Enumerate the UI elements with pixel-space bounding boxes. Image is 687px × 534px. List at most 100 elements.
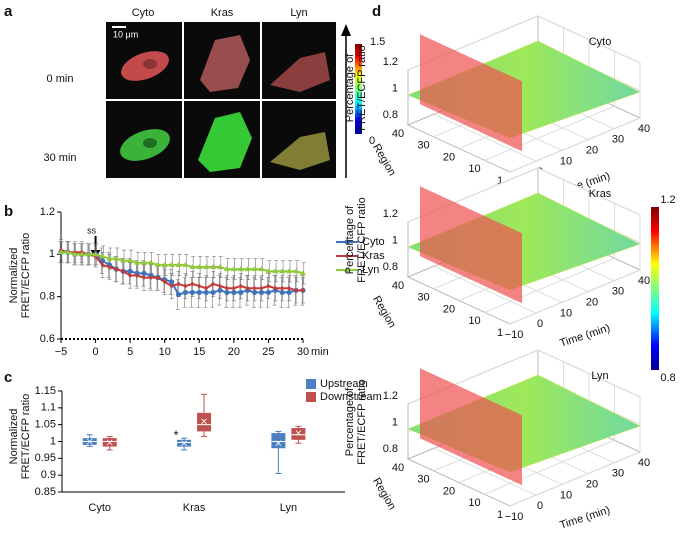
y-tick-label: 1 — [49, 248, 55, 260]
marker — [300, 270, 306, 276]
colorbar — [651, 207, 659, 370]
marker — [106, 255, 113, 261]
region-axis-label: Region — [370, 476, 398, 512]
time-tick-label: 30 — [612, 468, 624, 480]
panel-label: c — [4, 369, 12, 386]
marker — [272, 268, 279, 274]
y-tick-label: 1.2 — [40, 206, 55, 218]
marker — [99, 253, 106, 259]
marker — [85, 251, 92, 257]
y-tick-label: 1.05 — [35, 419, 56, 431]
panel-label: d — [372, 3, 381, 20]
marker — [203, 264, 210, 270]
marker — [211, 281, 216, 287]
plot-title: Lyn — [591, 370, 608, 382]
marker — [189, 289, 195, 296]
marker — [107, 264, 112, 270]
marker — [169, 279, 175, 285]
time-axis-label: Time (min) — [558, 322, 611, 350]
region-tick-label: 40 — [392, 128, 404, 140]
marker — [175, 291, 182, 298]
plot-title: Kras — [589, 188, 612, 200]
marker — [161, 261, 168, 267]
marker — [238, 283, 243, 289]
region-tick-label: 10 — [468, 497, 480, 509]
y-axis-label: Normalized — [8, 409, 20, 465]
marker — [218, 283, 223, 289]
marker — [135, 273, 140, 278]
z-tick-label: 1 — [392, 416, 398, 428]
x-tick-label: Kras — [183, 502, 206, 514]
marker — [258, 289, 265, 296]
x-tick-label: 30 — [297, 346, 309, 358]
region-tick-label: 1 — [497, 509, 503, 521]
x-tick-label: 20 — [228, 346, 240, 358]
y-tick-label: 0.85 — [35, 486, 56, 498]
marker — [120, 257, 127, 263]
box — [291, 428, 306, 440]
marker — [134, 259, 141, 265]
plot-title: Cyto — [589, 36, 612, 48]
marker — [197, 283, 202, 289]
marker — [286, 289, 292, 296]
marker — [175, 261, 182, 267]
marker — [189, 264, 196, 270]
time-tick-label: 30 — [612, 134, 624, 146]
marker — [196, 289, 202, 296]
region-tick-label: 20 — [443, 485, 455, 497]
panel-label: b — [4, 203, 13, 220]
panel-label: a — [4, 3, 13, 20]
region-tick-label: 1 — [497, 327, 503, 339]
column-label: Cyto — [132, 7, 155, 19]
marker — [141, 270, 147, 276]
marker — [78, 251, 85, 257]
marker — [203, 289, 209, 296]
time-tick-label: 30 — [612, 286, 624, 298]
colorbar-label: 1.2 — [660, 194, 675, 206]
z-tick-label: 0.8 — [383, 443, 398, 455]
scale-bar-label: 10 μm — [113, 29, 138, 39]
marker — [147, 259, 154, 265]
region-tick-label: 30 — [417, 292, 429, 304]
grid-line — [484, 105, 615, 161]
y-tick-label: 1.1 — [41, 402, 56, 414]
y-tick-label: 1.15 — [35, 385, 56, 397]
marker — [210, 289, 216, 296]
x-tick-label: 0 — [93, 346, 99, 358]
legend-label: Kras — [362, 250, 385, 262]
z-tick-label: 1.2 — [383, 390, 398, 402]
region-tick-label: 10 — [468, 163, 480, 175]
grid-line — [509, 117, 641, 173]
marker — [231, 285, 236, 291]
z-tick-label: 0.8 — [383, 109, 398, 121]
x-tick-label: 15 — [193, 346, 205, 358]
marker — [224, 285, 229, 291]
colorbar-label: 0 — [369, 135, 375, 147]
y-tick-label: 0.8 — [40, 291, 55, 303]
time-tick-label: 0 — [537, 318, 543, 330]
region-tick-label: 30 — [417, 140, 429, 152]
marker — [344, 267, 350, 272]
marker — [169, 283, 174, 289]
marker — [287, 285, 292, 291]
marker — [121, 268, 126, 274]
y-tick-label: 0.9 — [41, 469, 56, 481]
marker — [114, 266, 119, 272]
mean — [201, 418, 207, 425]
marker — [223, 266, 230, 272]
legend-label: Downstream — [320, 391, 382, 403]
marker — [190, 281, 195, 287]
marker — [301, 287, 305, 293]
y-axis-label: FRET/ECFP ratio — [20, 233, 32, 318]
time-tick-label: −10 — [505, 511, 524, 523]
marker — [237, 266, 244, 272]
z-tick-label: 0.8 — [383, 261, 398, 273]
time-tick-label: 0 — [537, 500, 543, 512]
marker — [266, 283, 271, 289]
marker — [176, 281, 181, 287]
mean — [86, 438, 93, 445]
box — [271, 433, 286, 449]
mean — [106, 439, 113, 446]
z-axis-label: FRET/ECFP ratio — [356, 379, 368, 464]
